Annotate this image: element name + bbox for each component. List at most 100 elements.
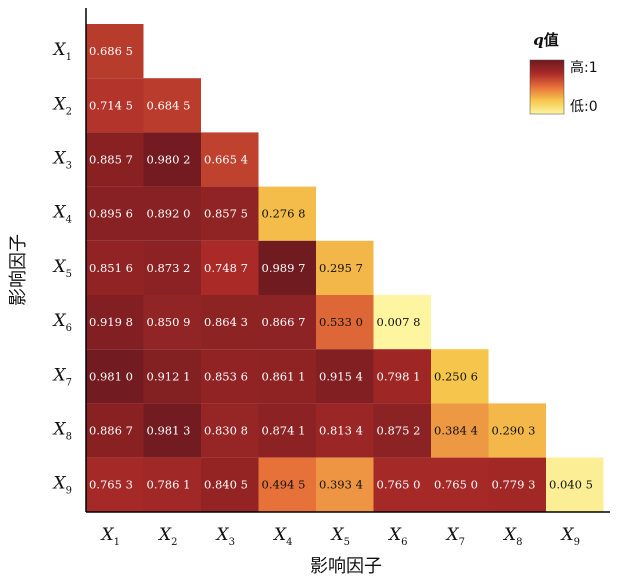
heatmap-cell (258, 240, 316, 295)
heatmap-cell (258, 186, 316, 241)
cell-value-label: 0.798 1 (377, 369, 421, 383)
cell-value-label: 0.786 1 (147, 478, 191, 492)
cell-value-label: 0.393 4 (319, 478, 363, 492)
y-tick-label: X3 (52, 149, 72, 172)
cell-value-label: 0.040 5 (549, 478, 593, 492)
cell-value-label: 0.813 4 (319, 424, 363, 438)
heatmap-cell (373, 349, 431, 404)
y-tick-label: X1 (52, 40, 72, 63)
heatmap-cell (143, 78, 201, 133)
x-tick-labels: X1 X2 X3 X4 X5 X6 X7 X8 X9 (100, 525, 580, 548)
cell-value-label: 0.250 6 (434, 369, 478, 383)
cell-value-label: 0.290 3 (492, 424, 536, 438)
heatmap-cell (201, 295, 259, 350)
cell-value-label: 0.494 5 (262, 478, 306, 492)
cell-value-label: 0.895 6 (89, 207, 133, 221)
x-tick-label: X9 (560, 525, 580, 548)
cell-value-label: 0.765 0 (434, 478, 478, 492)
heatmap-cell (143, 132, 201, 187)
cell-value-label: 0.684 5 (147, 98, 191, 112)
cell-value-label: 0.779 3 (492, 478, 536, 492)
cell-value-label: 0.276 8 (262, 207, 306, 221)
heatmap-cells: 0.686 5 0.714 5 0.684 5 0.885 7 0.980 2 0.665… (86, 24, 604, 512)
heatmap-cell (488, 403, 546, 458)
y-axis-title: 影响因子 (8, 234, 29, 306)
x-tick-label: X2 (157, 525, 177, 548)
x-axis-title: 影响因子 (310, 556, 382, 577)
heatmap-cell (86, 295, 144, 350)
heatmap-cell (431, 349, 489, 404)
cell-value-label: 0.875 2 (377, 424, 421, 438)
cell-value-label: 0.714 5 (89, 98, 133, 112)
y-tick-label: X2 (52, 94, 72, 117)
cell-value-label: 0.295 7 (319, 261, 363, 275)
colorbar-low-label: 低:0 (570, 99, 598, 115)
cell-value-label: 0.857 5 (204, 207, 248, 221)
heatmap-cell (86, 78, 144, 133)
cell-value-label: 0.873 2 (147, 261, 191, 275)
cell-value-label: 0.885 7 (89, 153, 133, 167)
x-tick-label: X4 (272, 525, 292, 548)
heatmap-cell (201, 132, 259, 187)
cell-value-label: 0.981 3 (147, 424, 191, 438)
heatmap-cell (143, 186, 201, 241)
heatmap-cell (258, 403, 316, 458)
cell-value-label: 0.861 1 (262, 369, 306, 383)
cell-value-label: 0.866 7 (262, 315, 306, 329)
cell-value-label: 0.748 7 (204, 261, 248, 275)
cell-value-label: 0.765 0 (377, 478, 421, 492)
x-tick-label: X7 (445, 525, 465, 548)
cell-value-label: 0.765 3 (89, 478, 133, 492)
cell-value-label: 0.007 8 (377, 315, 421, 329)
y-tick-label: X6 (52, 311, 72, 334)
colorbar-legend: q值 高:1 低:0 (529, 31, 598, 115)
y-tick-labels: X1 X2 X3 X4 X5 X6 X7 X8 X9 (52, 40, 72, 497)
cell-value-label: 0.874 1 (262, 424, 306, 438)
y-tick-label: X5 (52, 257, 72, 280)
heatmap-cell (316, 295, 374, 350)
heatmap-cell (143, 349, 201, 404)
cell-value-label: 0.864 3 (204, 315, 248, 329)
x-tick-label: X1 (100, 525, 120, 548)
heatmap-cell (488, 457, 546, 512)
cell-value-label: 0.850 9 (147, 315, 191, 329)
y-tick-label: X9 (52, 474, 72, 497)
heatmap-cell (86, 186, 144, 241)
cell-value-label: 0.981 0 (89, 369, 133, 383)
heatmap-cell (258, 349, 316, 404)
heatmap-cell (86, 457, 144, 512)
x-tick-label: X6 (387, 525, 407, 548)
colorbar-gradient (529, 59, 565, 115)
colorbar-title: q值 (533, 31, 559, 49)
heatmap-cell (201, 403, 259, 458)
cell-value-label: 0.912 1 (147, 369, 191, 383)
heatmap-cell (316, 457, 374, 512)
cell-value-label: 0.851 6 (89, 261, 133, 275)
heatmap-cell (86, 403, 144, 458)
heatmap-cell (201, 240, 259, 295)
y-tick-label: X7 (52, 365, 72, 388)
heatmap-cell (316, 240, 374, 295)
colorbar-high-label: 高:1 (570, 59, 598, 76)
heatmap-cell (201, 186, 259, 241)
cell-value-label: 0.384 4 (434, 424, 478, 438)
heatmap-cell (86, 132, 144, 187)
x-tick-label: X5 (330, 525, 350, 548)
heatmap-cell (143, 295, 201, 350)
cell-value-label: 0.830 8 (204, 424, 248, 438)
heatmap-cell (201, 457, 259, 512)
heatmap-cell (373, 295, 431, 350)
heatmap-cell (258, 295, 316, 350)
heatmap-cell (258, 457, 316, 512)
heatmap-cell (86, 240, 144, 295)
heatmap-cell (373, 457, 431, 512)
heatmap-cell (143, 403, 201, 458)
x-tick-label: X8 (502, 525, 522, 548)
y-tick-label: X4 (52, 203, 72, 226)
y-tick-label: X8 (52, 420, 72, 443)
heatmap-cell (373, 403, 431, 458)
heatmap-cell (431, 457, 489, 512)
heatmap-cell (143, 457, 201, 512)
cell-value-label: 0.665 4 (204, 153, 248, 167)
